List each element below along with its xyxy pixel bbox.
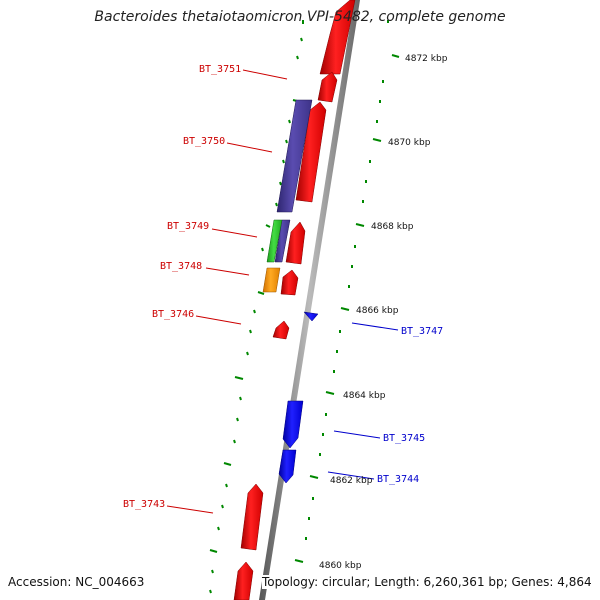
scale-labels: 4872 kbp 4870 kbp 4868 kbp 4866 kbp 4864… <box>319 54 448 571</box>
gene-BT_3749-fwd[interactable] <box>285 221 306 265</box>
gene-BT_3747[interactable] <box>303 311 319 322</box>
gene-labels: BT_3751 BT_3750 BT_3749 BT_3748 BT_3746 … <box>123 64 443 510</box>
gene-BT_3744[interactable] <box>278 449 297 484</box>
inner-tick-ring <box>294 20 400 585</box>
forward-strand-genes <box>233 0 356 600</box>
scale-label: 4872 kbp <box>405 54 448 64</box>
gene-label-BT_3743[interactable]: BT_3743 <box>123 499 165 510</box>
reverse-strand-genes <box>278 311 319 484</box>
genome-backbone <box>259 0 360 600</box>
accession-text: Accession: NC_004663 <box>8 575 145 589</box>
gene-label-BT_3745[interactable]: BT_3745 <box>383 433 425 444</box>
gene-BT_3745[interactable] <box>282 400 304 449</box>
gene-label-BT_3750[interactable]: BT_3750 <box>183 136 225 147</box>
gene-label-BT_3747[interactable]: BT_3747 <box>401 326 443 337</box>
scale-label: 4870 kbp <box>388 138 431 148</box>
scale-label: 4864 kbp <box>343 391 386 401</box>
gene-label-BT_3746[interactable]: BT_3746 <box>152 309 194 320</box>
cds-BT_3749-green[interactable] <box>266 219 283 263</box>
gene-BT_3748-fwd[interactable] <box>280 269 299 296</box>
cds-BT_3749-purple[interactable] <box>274 219 291 263</box>
gene-label-BT_3748[interactable]: BT_3748 <box>160 261 202 272</box>
gene-BT_3743[interactable] <box>240 483 264 551</box>
gene-label-BT_3749[interactable]: BT_3749 <box>167 221 209 232</box>
scale-label: 4860 kbp <box>319 561 362 571</box>
cds-features <box>262 99 313 293</box>
label-leader-lines <box>166 69 399 514</box>
gene-BT_3742[interactable] <box>233 561 254 600</box>
gene-BT_3751[interactable] <box>317 71 338 103</box>
scale-label: 4868 kbp <box>371 222 414 232</box>
scale-label: 4862 kbp <box>330 476 373 486</box>
gene-BT_3752[interactable] <box>319 0 356 75</box>
cds-BT_3748[interactable] <box>262 267 281 293</box>
gene-BT_3746[interactable] <box>272 320 290 340</box>
gene-label-BT_3744[interactable]: BT_3744 <box>377 474 419 485</box>
genome-summary: Topology: circular; Length: 6,260,361 bp… <box>262 575 592 589</box>
outer-tick-ring <box>209 20 304 594</box>
scale-label: 4866 kbp <box>356 306 399 316</box>
genome-title: Bacteroides thetaiotaomicron VPI-5482, c… <box>94 9 506 25</box>
cds-BT_3750[interactable] <box>276 99 313 213</box>
gene-label-BT_3751[interactable]: BT_3751 <box>199 64 241 75</box>
